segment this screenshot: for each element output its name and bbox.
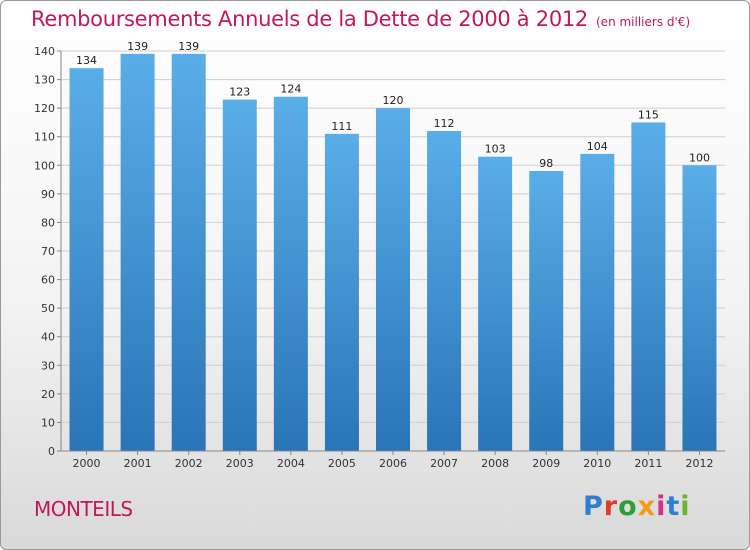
logo-letter: r — [603, 491, 619, 522]
y-tick-label: 100 — [34, 159, 55, 172]
town-name: MONTEILS — [34, 497, 133, 521]
data-label: 103 — [485, 143, 506, 156]
data-label: 104 — [587, 140, 608, 153]
y-tick-label: 30 — [41, 359, 55, 372]
bar-2006 — [376, 108, 410, 452]
bar-2009 — [529, 171, 564, 451]
y-tick-label: 10 — [41, 416, 55, 429]
data-label: 100 — [689, 151, 710, 164]
y-tick-label: 60 — [41, 274, 55, 287]
y-tick-label: 110 — [34, 131, 55, 144]
logo-letter: P — [583, 491, 604, 522]
data-label: 98 — [539, 157, 553, 170]
labels: 0 10 20 30 40 50 60 70 80 90 100 110 120 130 140 2000 13… — [34, 40, 713, 470]
x-tick-label: 2010 — [583, 457, 611, 470]
logo-letter: o — [618, 491, 638, 522]
bar-2004 — [273, 96, 308, 451]
x-tick-label: 2002 — [175, 457, 203, 470]
proxiti-logo: Proxiti — [583, 491, 691, 522]
logo-letter: t — [666, 491, 681, 522]
logo-letter: x — [637, 491, 657, 522]
bar-2012 — [682, 165, 717, 452]
y-tick-label: 130 — [34, 74, 55, 87]
chart-title: Remboursements Annuels de la Dette de 20… — [31, 7, 690, 31]
bar-2005 — [324, 133, 359, 451]
y-tick-label: 90 — [41, 188, 55, 201]
x-tick-label: 2003 — [226, 457, 254, 470]
y-tick-label: 0 — [48, 445, 55, 458]
y-tick-label: 70 — [41, 245, 55, 258]
data-label: 124 — [280, 83, 301, 96]
x-tick-label: 2012 — [685, 457, 713, 470]
data-label: 139 — [127, 40, 148, 53]
x-tick-label: 2000 — [73, 457, 101, 470]
bar-2001 — [120, 53, 155, 451]
data-label: 111 — [331, 120, 352, 133]
data-label: 139 — [178, 40, 199, 53]
x-tick-label: 2011 — [634, 457, 662, 470]
x-tick-label: 2004 — [277, 457, 305, 470]
x-tick-label: 2007 — [430, 457, 458, 470]
chart-title-unit: (en milliers d'€) — [596, 15, 691, 29]
y-tick-label: 40 — [41, 331, 55, 344]
data-label: 112 — [434, 117, 455, 130]
bar-2008 — [478, 156, 513, 451]
x-tick-label: 2006 — [379, 457, 407, 470]
logo-letter: i — [680, 491, 691, 522]
y-tick-label: 140 — [34, 45, 55, 58]
data-label: 123 — [229, 86, 250, 99]
bar-2010 — [580, 153, 615, 451]
y-tick-label: 120 — [34, 102, 55, 115]
y-tick-label: 80 — [41, 216, 55, 229]
bar-2002 — [171, 53, 206, 451]
x-tick-label: 2005 — [328, 457, 356, 470]
data-label: 120 — [383, 94, 404, 107]
bar-2007 — [427, 131, 462, 451]
logo-letter: i — [656, 491, 667, 522]
chart-title-main: Remboursements Annuels de la Dette de 20… — [31, 7, 588, 31]
x-tick-label: 2008 — [481, 457, 509, 470]
x-tick-label: 2009 — [532, 457, 560, 470]
y-tick-label: 20 — [41, 388, 55, 401]
bar-2000 — [69, 68, 104, 452]
y-tick-label: 50 — [41, 302, 55, 315]
x-tick-label: 2001 — [124, 457, 152, 470]
data-label: 134 — [76, 54, 97, 67]
bars — [69, 53, 717, 452]
bar-2011 — [631, 122, 666, 451]
bar-2003 — [222, 99, 257, 452]
axes — [57, 50, 725, 455]
data-label: 115 — [638, 108, 659, 121]
